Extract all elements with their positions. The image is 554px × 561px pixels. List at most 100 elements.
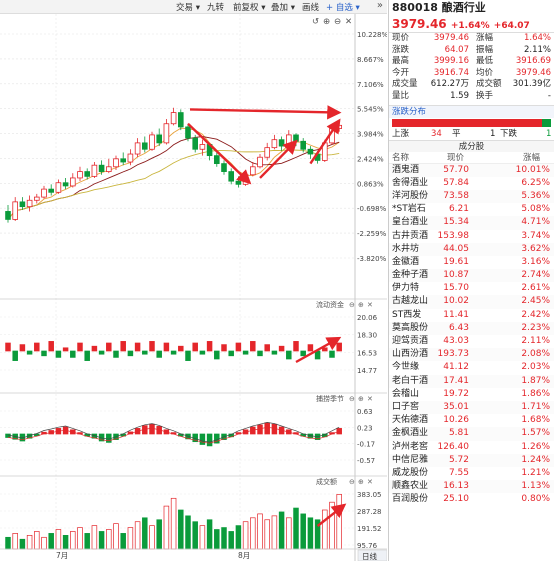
- list-item[interactable]: 伊力特 15.70 2.61%: [389, 282, 554, 295]
- list-item[interactable]: 金徽酒 19.61 3.16%: [389, 256, 554, 269]
- panel-labels: 7月 8月 日线: [0, 548, 387, 561]
- indicator-bar: [235, 342, 242, 352]
- panel-control-icon: ✕: [367, 395, 373, 403]
- quote-value: 64.07: [444, 44, 469, 55]
- list-item[interactable]: 古井贡酒 153.98 3.74%: [389, 230, 554, 243]
- panel-control-icon: ✕: [367, 478, 373, 486]
- indicator-bar: [271, 423, 278, 435]
- distribution-down-segment: [542, 118, 551, 127]
- chart-control-icon[interactable]: ↺: [312, 17, 319, 27]
- list-item[interactable]: 舍得酒业 57.84 6.25%: [389, 177, 554, 190]
- trade-menu[interactable]: 交易 ▾: [176, 3, 200, 13]
- candle-body: [271, 139, 278, 149]
- list-item[interactable]: 今世缘 41.12 2.03%: [389, 361, 554, 374]
- header-change[interactable]: 涨幅: [522, 152, 540, 163]
- chart-control-icon[interactable]: ⊕: [323, 17, 330, 27]
- chart-control-icon[interactable]: ✕: [345, 17, 352, 27]
- indicator-bar: [250, 341, 256, 352]
- indicator-bar: [77, 342, 83, 352]
- list-item[interactable]: 莫高股份 6.43 2.23%: [389, 321, 554, 335]
- stock-price: 126.40: [437, 441, 470, 452]
- draw-button[interactable]: 画线: [302, 3, 320, 13]
- indicator-bar: [62, 534, 69, 550]
- indicator-bar: [192, 521, 198, 550]
- adjust-menu[interactable]: 前复权 ▾: [233, 3, 266, 13]
- list-item[interactable]: 顺鑫农业 16.13 1.13%: [389, 480, 554, 494]
- list-item[interactable]: 金枫酒业 5.81 1.57%: [389, 427, 554, 441]
- stock-change: 6.25%: [521, 177, 550, 188]
- quote-row: 现价 3979.46 涨幅 1.64%: [389, 33, 554, 45]
- chart-control-icon[interactable]: ⊖: [334, 17, 341, 27]
- header-name[interactable]: 名称: [392, 152, 410, 163]
- add-watchlist-button[interactable]: + 自选 ▾: [326, 3, 360, 13]
- stock-price: 153.98: [437, 230, 470, 241]
- indicator-bar: [264, 422, 270, 435]
- quote-row: 成交量 612.27万 成交额 301.39亿: [389, 79, 554, 91]
- distribution-counts: 上涨 34 平 1 下跌 1: [389, 129, 554, 140]
- indicator-bar: [336, 342, 342, 352]
- list-item[interactable]: 老白干酒 17.41 1.87%: [389, 374, 554, 388]
- list-item[interactable]: 金种子酒 10.87 2.74%: [389, 269, 554, 283]
- stock-change: 3.74%: [521, 230, 550, 241]
- list-item[interactable]: 酒鬼酒 57.70 10.01%: [389, 163, 554, 177]
- indicator-bar: [34, 531, 40, 550]
- indicator-bar: [257, 350, 263, 357]
- list-item[interactable]: 会稽山 19.72 1.86%: [389, 388, 554, 401]
- axis-tick-label: 287.28: [357, 508, 382, 516]
- list-item[interactable]: 威龙股份 7.55 1.21%: [389, 467, 554, 480]
- indicator-bar: [156, 519, 162, 550]
- indicator-bar: [134, 342, 141, 352]
- capital-flow-panel: 流动资金 ⊖ ⊕ ✕ 20.06 18.30 16.53 14.77: [0, 298, 387, 375]
- indicator-bar: [62, 347, 69, 352]
- indicator-bar: [199, 433, 206, 445]
- candle-body: [55, 182, 62, 193]
- list-item[interactable]: 山西汾酒 193.73 2.08%: [389, 348, 554, 362]
- indicator-bar: [300, 350, 306, 357]
- nine-turn-button[interactable]: 九转: [207, 3, 225, 13]
- kline-chart[interactable]: 10.228% 8.667% 7.106% 5.545% 3.984% 2.424% 0.8…: [0, 14, 387, 561]
- list-item[interactable]: 水井坊 44.05 3.62%: [389, 242, 554, 256]
- header-price[interactable]: 现价: [447, 152, 465, 163]
- stock-name: 舍得酒业: [392, 177, 429, 188]
- stock-price: 10.02: [443, 296, 469, 307]
- stock-price: 57.70: [443, 164, 469, 175]
- candle-body: [91, 164, 98, 177]
- list-item[interactable]: 口子窖 35.01 1.71%: [389, 400, 554, 415]
- indicator-bar: [142, 350, 148, 355]
- list-item[interactable]: 迎驾贡酒 43.03 2.11%: [389, 335, 554, 348]
- stock-name: 洋河股份: [392, 190, 429, 201]
- index-title: 880018 酿酒行业: [392, 1, 486, 14]
- panel-control-icon: ⊖: [349, 478, 355, 486]
- stock-price: 11.41: [443, 309, 469, 320]
- stock-price: 19.72: [443, 388, 469, 399]
- list-item[interactable]: 中信尼雅 5.72 1.24%: [389, 453, 554, 467]
- stock-name: 古越龙山: [392, 296, 429, 307]
- stock-change: 2.74%: [521, 270, 550, 281]
- chart-controls[interactable]: ↺ ⊕ ⊖ ✕: [312, 17, 352, 27]
- axis-tick-label: -0.698%: [357, 205, 387, 213]
- quote-row: 最高 3999.16 最低 3916.69: [389, 56, 554, 68]
- list-item[interactable]: 皇台酒业 15.34 4.71%: [389, 216, 554, 230]
- candle-body: [336, 124, 342, 129]
- indicator-bar: [322, 509, 328, 550]
- list-item[interactable]: ST西发 11.41 2.42%: [389, 309, 554, 322]
- overlay-menu[interactable]: 叠加 ▾: [271, 3, 295, 13]
- list-item[interactable]: 百润股份 25.10 0.80%: [389, 493, 554, 506]
- indicator-bar: [286, 517, 292, 550]
- stock-change: 2.61%: [521, 283, 550, 294]
- more-icon[interactable]: »: [376, 0, 383, 11]
- up-trend-arrow-2: [309, 118, 341, 165]
- list-item[interactable]: 天佑德酒 10.26 1.68%: [389, 414, 554, 427]
- list-item[interactable]: 泸州老窖 126.40 1.26%: [389, 441, 554, 454]
- indicator-bar: [55, 529, 62, 550]
- indicator-bar: [26, 534, 33, 550]
- list-item[interactable]: *ST岩石 6.21 5.08%: [389, 203, 554, 216]
- index-change: +64.07: [493, 21, 530, 31]
- stock-price: 16.13: [443, 481, 469, 492]
- down-label: 下跌: [500, 128, 518, 139]
- stock-price: 6.43: [448, 322, 469, 333]
- list-item[interactable]: 洋河股份 73.58 5.36%: [389, 189, 554, 204]
- indicator-bar: [5, 433, 11, 438]
- list-item[interactable]: 古越龙山 10.02 2.45%: [389, 295, 554, 309]
- stock-change: 1.68%: [521, 415, 550, 426]
